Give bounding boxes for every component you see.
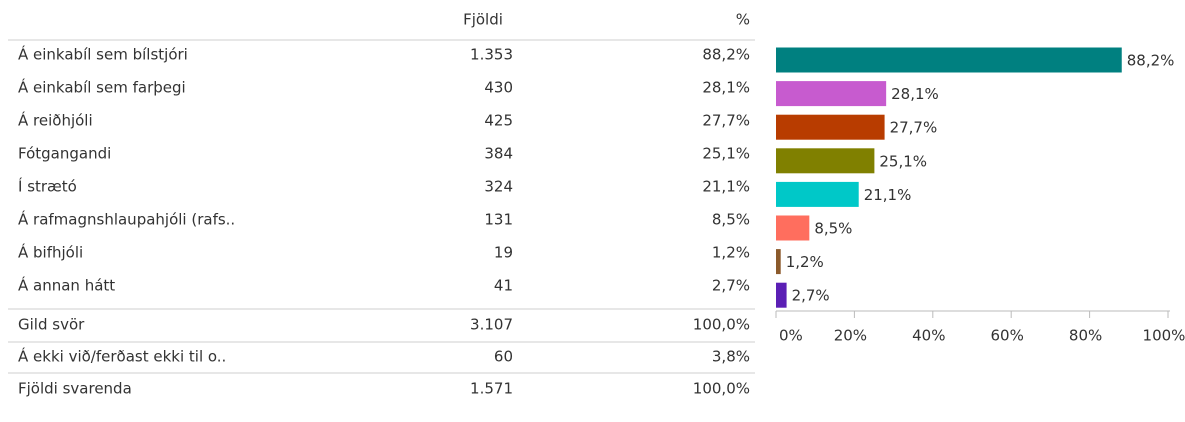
row-label: Á reiðhjóli [18,111,93,130]
x-tick-label: 40% [912,327,945,345]
bar [776,114,885,140]
row-count: 60 [494,348,513,366]
row-count: 41 [494,277,513,295]
bar [776,47,1122,73]
x-tick-label: 80% [1069,327,1102,345]
row-count: 324 [484,178,513,196]
bar [776,215,810,241]
row-percent: 3,8% [712,348,750,366]
x-tick-label: 100% [1143,327,1185,345]
row-label: Á annan hátt [18,276,115,295]
x-tick-label: 60% [991,327,1024,345]
row-percent: 100,0% [693,380,750,398]
bar-value-label: 1,2% [786,253,824,271]
column-header: Fjöldi [463,11,503,29]
x-tick-label: 0% [779,327,803,345]
row-percent: 25,1% [702,145,750,163]
row-count: 430 [484,79,513,97]
row-label: Í strætó [18,177,77,196]
row-count: 3.107 [470,316,513,334]
row-count: 1.571 [470,380,513,398]
row-count: 384 [484,145,513,163]
row-count: 1.353 [470,46,513,64]
bar-value-label: 88,2% [1127,52,1175,70]
row-count: 19 [494,244,513,262]
bar [776,148,875,174]
bar [776,249,781,275]
row-percent: 27,7% [702,112,750,130]
bar-value-label: 8,5% [814,220,852,238]
row-count: 131 [484,211,513,229]
bar [776,81,887,107]
row-label: Á rafmagnshlaupahjóli (rafs.. [18,210,235,229]
row-label: Á einkabíl sem farþegi [18,78,186,97]
row-percent: 2,7% [712,277,750,295]
bar [776,181,859,207]
row-percent: 28,1% [702,79,750,97]
row-count: 425 [484,112,513,130]
row-label: Fótgangandi [18,145,111,163]
row-percent: 8,5% [712,211,750,229]
row-percent: 21,1% [702,178,750,196]
row-label: Á bifhjóli [18,243,83,262]
bar [776,282,787,308]
bar-value-label: 21,1% [864,186,912,204]
x-tick-label: 20% [834,327,867,345]
column-header: % [736,11,750,29]
row-label: Á einkabíl sem bílstjóri [18,45,188,64]
row-label: Fjöldi svarenda [18,380,132,398]
bar-value-label: 2,7% [792,287,830,305]
row-percent: 100,0% [693,316,750,334]
bar-value-label: 28,1% [891,85,939,103]
row-percent: 1,2% [712,244,750,262]
row-label: Á ekki við/ferðast ekki til o.. [18,347,226,366]
row-label: Gild svör [18,316,85,334]
bar-value-label: 27,7% [890,119,938,137]
row-percent: 88,2% [702,46,750,64]
bar-value-label: 25,1% [879,152,927,170]
